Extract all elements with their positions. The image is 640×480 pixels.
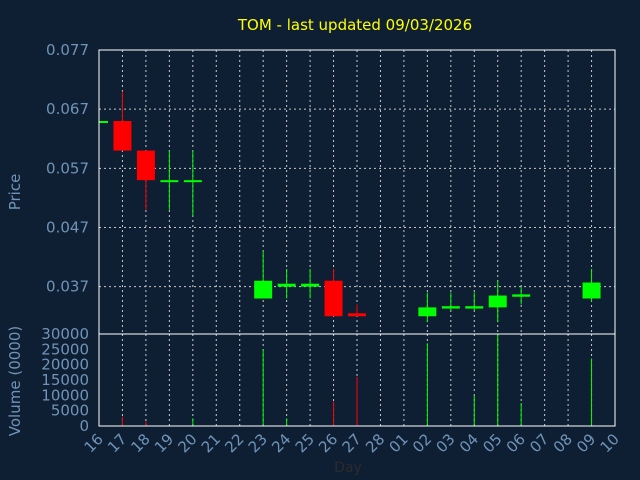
volume-tick-label: 5000 <box>51 402 89 420</box>
x-tick-label: 04 <box>456 430 482 456</box>
x-tick-label: 01 <box>386 430 412 456</box>
candle-body <box>465 306 484 309</box>
candle-body <box>277 283 296 287</box>
x-tick-label: 22 <box>221 430 247 456</box>
candle-body <box>348 313 366 317</box>
volume-tick-label: 15000 <box>41 371 89 389</box>
price-tick-label: 0.077 <box>46 41 89 59</box>
x-tick-label: 06 <box>503 430 529 456</box>
candle-body <box>113 121 132 151</box>
chart-title: TOM - last updated 09/03/2026 <box>237 16 472 34</box>
x-tick-label: 03 <box>432 430 458 456</box>
candle-body <box>254 280 273 299</box>
x-tick-label: 17 <box>104 430 130 456</box>
candle-body <box>301 283 320 287</box>
candle-body <box>512 294 531 297</box>
price-tick-label: 0.057 <box>46 159 89 177</box>
x-tick-label: 26 <box>315 430 341 456</box>
x-tick-label: 28 <box>362 430 388 456</box>
x-tick-label: 25 <box>292 430 318 456</box>
candle-body <box>488 295 507 308</box>
price-tick-label: 0.067 <box>46 100 89 118</box>
volume-tick-label: 0 <box>79 417 89 435</box>
price-tick-label: 0.037 <box>46 278 89 296</box>
x-tick-label: 02 <box>409 430 435 456</box>
candle-body <box>160 180 179 183</box>
x-tick-label: 08 <box>550 430 576 456</box>
candle-body <box>136 150 155 181</box>
x-tick-label: 21 <box>198 430 224 456</box>
x-tick-label: 10 <box>597 430 623 456</box>
candle-body <box>324 280 343 317</box>
volume-tick-label: 10000 <box>41 386 89 404</box>
candle-body <box>582 282 601 299</box>
volume-tick-label: 25000 <box>41 340 89 358</box>
candle-body <box>418 307 437 317</box>
x-tick-label: 05 <box>479 430 505 456</box>
candle-body <box>99 121 108 123</box>
volume-tick-label: 20000 <box>41 356 89 374</box>
volume-tick-label: 30000 <box>41 325 89 343</box>
x-tick-label: 19 <box>151 430 177 456</box>
price-panel: 0.077 0.067 0.057 0.047 0.037 Price <box>6 41 616 335</box>
price-axis-label: Price <box>6 174 24 211</box>
candle-body <box>183 180 202 183</box>
price-tick-label: 0.047 <box>46 219 89 237</box>
candle-body <box>441 306 460 309</box>
x-axis-label: Day <box>334 460 362 476</box>
volume-axis-label: Volume (0000) <box>6 326 24 436</box>
x-tick-label: 20 <box>174 430 200 456</box>
volume-frame <box>98 333 616 427</box>
x-tick-label: 09 <box>573 430 599 456</box>
x-tick-label: 24 <box>268 430 294 456</box>
x-tick-label: 18 <box>128 430 154 456</box>
x-tick-label: 27 <box>339 430 365 456</box>
x-tick-label: 23 <box>245 430 271 456</box>
x-tick-label: 07 <box>526 430 552 456</box>
